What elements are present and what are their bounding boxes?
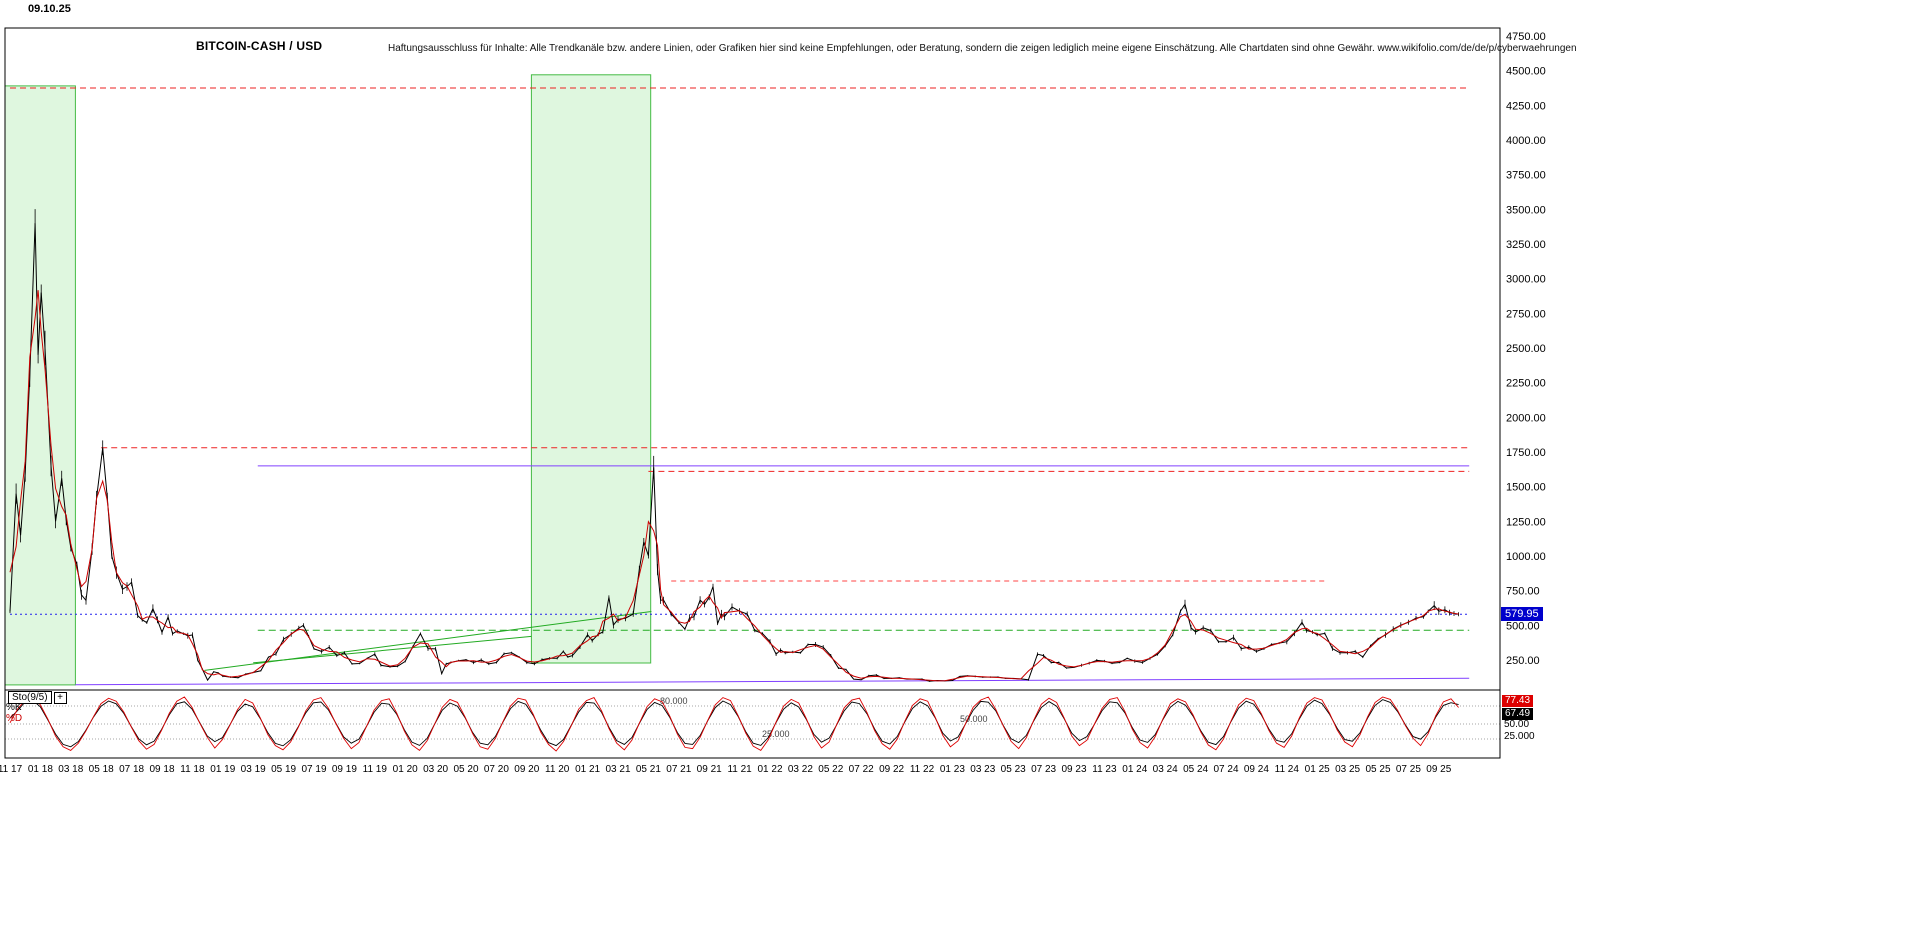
x-axis-tick-label: 09 23 <box>1061 764 1086 775</box>
x-axis-tick-label: 01 23 <box>940 764 965 775</box>
x-axis-tick-label: 09 21 <box>697 764 722 775</box>
x-axis-tick-label: 05 25 <box>1365 764 1390 775</box>
ma-line <box>9 290 1459 682</box>
trend-line <box>75 677 1470 686</box>
x-axis-tick-label: 01 24 <box>1122 764 1147 775</box>
y-axis-tick-label: 3000.00 <box>1506 274 1546 286</box>
x-axis-tick-label: 11 22 <box>910 764 935 775</box>
x-axis-tick-label: 11 23 <box>1092 764 1117 775</box>
y-axis-tick-label: 1750.00 <box>1506 447 1546 459</box>
last-price-tag: 579.95 <box>1501 607 1543 621</box>
x-axis-tick-label: 03 25 <box>1335 764 1360 775</box>
x-axis-tick-label: 11 17 <box>0 764 23 775</box>
x-axis-tick-label: 11 18 <box>180 764 205 775</box>
x-axis-tick-label: 11 24 <box>1275 764 1300 775</box>
y-axis-tick-label: 2000.00 <box>1506 412 1546 424</box>
indicator-gridline-label: 25.000 <box>762 729 790 739</box>
x-axis-tick-label: 05 18 <box>89 764 114 775</box>
trend-line <box>253 635 532 664</box>
x-axis-tick-label: 07 19 <box>301 764 326 775</box>
x-axis-tick-label: 11 21 <box>727 764 752 775</box>
indicator-axis-label-50: 50.00 <box>1504 719 1530 730</box>
y-axis-tick-label: 500.00 <box>1506 620 1540 632</box>
highlight-zone <box>4 85 76 686</box>
x-axis-tick-label: 03 23 <box>970 764 995 775</box>
x-axis-tick-label: 05 22 <box>818 764 843 775</box>
chart-frame <box>4 27 1501 759</box>
x-axis-tick-label: 11 20 <box>545 764 570 775</box>
x-axis-tick-label: 03 18 <box>58 764 83 775</box>
stochastic-d-label: %D <box>6 713 23 724</box>
y-axis-tick-label: 4250.00 <box>1506 100 1546 112</box>
indicator-axis-label-25: 25.000 <box>1504 731 1535 742</box>
x-axis-tick-label: 05 19 <box>271 764 296 775</box>
y-axis-tick-label: 750.00 <box>1506 586 1540 598</box>
x-axis-tick-label: 11 19 <box>363 764 388 775</box>
y-axis-tick-label: 2500.00 <box>1506 343 1546 355</box>
y-axis-tick-label: 250.00 <box>1506 655 1540 667</box>
x-axis-tick-label: 09 19 <box>332 764 357 775</box>
y-axis-tick-label: 3500.00 <box>1506 204 1546 216</box>
x-axis-tick-label: 07 25 <box>1396 764 1421 775</box>
x-axis-tick-label: 05 23 <box>1001 764 1026 775</box>
y-axis-tick-label: 1500.00 <box>1506 482 1546 494</box>
x-axis-tick-label: 01 25 <box>1305 764 1330 775</box>
y-axis-tick-label: 2250.00 <box>1506 378 1546 390</box>
disclaimer-text: Haftungsausschluss für Inhalte: Alle Tre… <box>388 43 1577 54</box>
x-axis-tick-label: 03 22 <box>788 764 813 775</box>
x-axis-tick-label: 05 24 <box>1183 764 1208 775</box>
x-axis-tick-label: 01 22 <box>757 764 782 775</box>
x-axis-tick-label: 09 25 <box>1426 764 1451 775</box>
highlight-zone <box>530 74 652 664</box>
y-axis-tick-label: 4750.00 <box>1506 31 1546 43</box>
y-axis-tick-label: 1250.00 <box>1506 516 1546 528</box>
x-axis-tick-label: 03 19 <box>241 764 266 775</box>
indicator-name-button[interactable]: Sto(9/5) <box>8 691 52 704</box>
x-axis-tick-label: 07 21 <box>666 764 691 775</box>
x-axis-tick-label: 07 24 <box>1213 764 1238 775</box>
x-axis-tick-label: 05 20 <box>453 764 478 775</box>
y-axis-tick-label: 4500.00 <box>1506 66 1546 78</box>
x-axis-tick-label: 07 20 <box>484 764 509 775</box>
price-line <box>9 223 1459 682</box>
x-axis-tick-label: 07 23 <box>1031 764 1056 775</box>
x-axis-tick-label: 01 21 <box>575 764 600 775</box>
x-axis-tick-label: 01 20 <box>393 764 418 775</box>
x-axis-tick-label: 09 18 <box>149 764 174 775</box>
x-axis-tick-label: 05 21 <box>636 764 661 775</box>
x-axis-tick-label: 01 19 <box>210 764 235 775</box>
stochastic-d-value-badge: 67.49 <box>1502 708 1534 720</box>
x-axis-tick-label: 07 18 <box>119 764 144 775</box>
x-axis-tick-label: 07 22 <box>849 764 874 775</box>
x-axis-tick-label: 03 20 <box>423 764 448 775</box>
y-axis-tick-label: 3750.00 <box>1506 170 1546 182</box>
indicator-legend: Sto(9/5) + <box>8 691 67 704</box>
stochastic-k-line <box>9 695 1459 752</box>
stochastic-d-line <box>9 699 1459 748</box>
y-axis-tick-label: 1000.00 <box>1506 551 1546 563</box>
x-axis-tick-label: 09 24 <box>1244 764 1269 775</box>
y-axis-tick-label: 2750.00 <box>1506 308 1546 320</box>
y-axis-tick-label: 4000.00 <box>1506 135 1546 147</box>
x-axis-tick-label: 09 20 <box>514 764 539 775</box>
x-axis-tick-label: 01 18 <box>28 764 53 775</box>
x-axis-tick-label: 03 24 <box>1153 764 1178 775</box>
chart-title: BITCOIN-CASH / USD <box>196 39 323 53</box>
indicator-gridline-label: 50.000 <box>960 714 988 724</box>
chart-date: 09.10.25 <box>28 3 71 15</box>
y-axis-tick-label: 3250.00 <box>1506 239 1546 251</box>
add-indicator-button[interactable]: + <box>53 691 67 704</box>
x-axis-tick-label: 03 21 <box>605 764 630 775</box>
stochastic-k-value-badge: 77.43 <box>1502 695 1534 707</box>
indicator-gridline-label: 80.000 <box>660 696 688 706</box>
x-axis-tick-label: 09 22 <box>879 764 904 775</box>
stochastic-k-label: %K <box>6 702 22 713</box>
